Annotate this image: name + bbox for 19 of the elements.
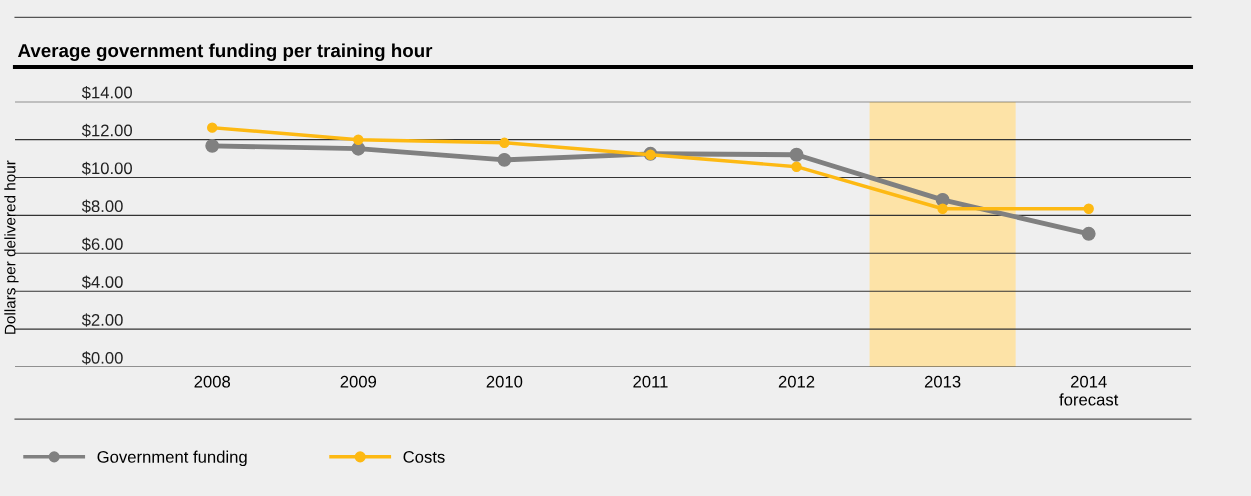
x-tick-label: 2013 [924,375,961,388]
legend-label: Costs [403,451,445,463]
x-tick-label: 2009 [340,375,377,388]
y-tick-label: $8.00 [81,199,123,214]
y-tick-label: $10.00 [81,161,132,176]
y-tick-label: $12.00 [81,123,132,138]
x-tick-label: 2012 [778,375,815,388]
y-tick-label: $6.00 [81,237,123,252]
chart-title: Average government funding per training hour [17,43,433,62]
x-tick-label: 2010 [486,375,523,388]
x-tick-label: 2008 [194,375,231,388]
legend-label: Government funding [97,450,247,467]
x-tick-label: 2011 [633,375,668,388]
y-tick-label: $0.00 [81,351,123,365]
y-tick-label: $2.00 [81,313,123,327]
x-tick-label: 2014 forecast [1059,375,1119,406]
y-tick-label: $14.00 [81,85,132,100]
y-tick-label: $4.00 [81,275,123,289]
y-axis-title: Dollars per delivered hour [4,160,19,334]
